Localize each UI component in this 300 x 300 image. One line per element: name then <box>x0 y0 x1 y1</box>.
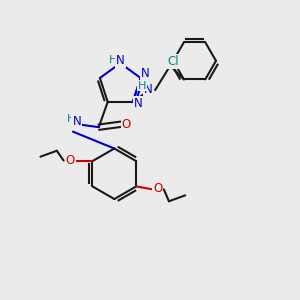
Text: O: O <box>153 182 162 195</box>
Text: O: O <box>122 118 131 131</box>
Text: N: N <box>141 67 149 80</box>
Text: N: N <box>134 97 142 110</box>
Text: H: H <box>67 114 75 124</box>
Text: N: N <box>116 54 125 67</box>
Text: N: N <box>144 83 153 96</box>
Text: N: N <box>72 115 81 128</box>
Text: H: H <box>109 55 117 65</box>
Text: Cl: Cl <box>168 55 179 68</box>
Text: O: O <box>65 154 75 167</box>
Text: H: H <box>138 81 147 91</box>
